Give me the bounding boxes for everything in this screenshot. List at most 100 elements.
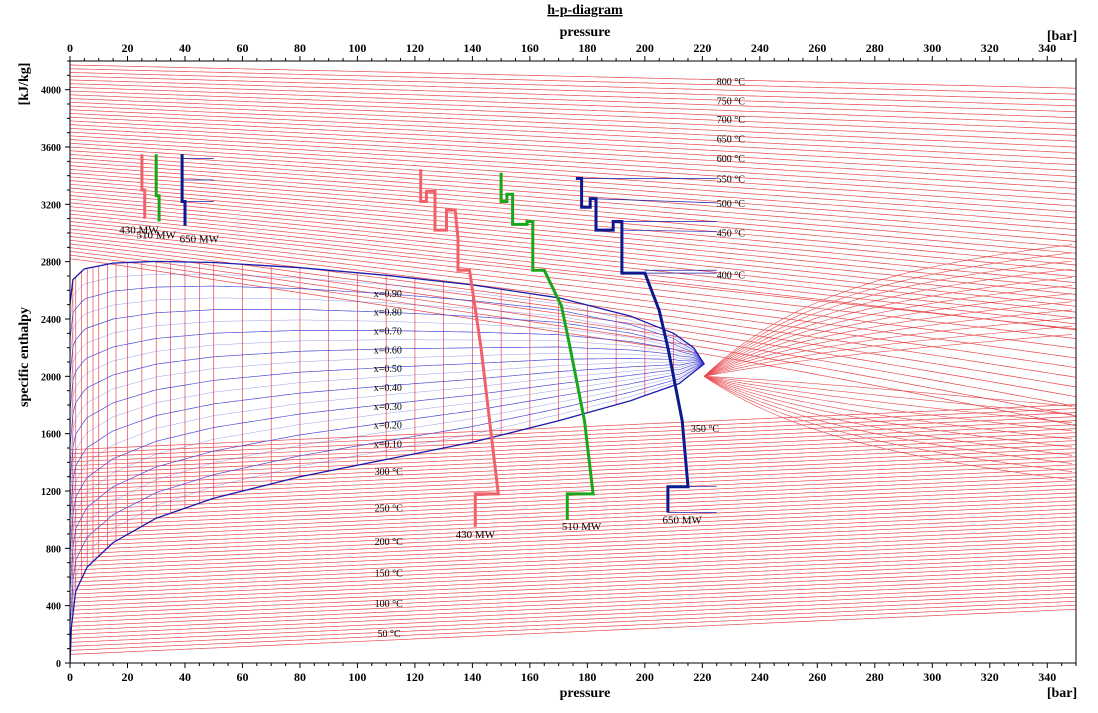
y-tick-label: 0 xyxy=(56,659,61,670)
isotherm-line xyxy=(70,460,1076,507)
series-label: 430 MW xyxy=(456,529,496,541)
isotherm-label: 200 °C xyxy=(375,537,403,548)
quality-line-minor xyxy=(70,297,703,362)
isotherm-line xyxy=(70,105,1076,154)
isotherm-line xyxy=(70,556,1076,603)
supercritical-line xyxy=(703,268,1073,377)
x-axis-unit-top: [bar] xyxy=(1047,29,1077,44)
isotherm-line xyxy=(70,540,1076,587)
x-tick-label: 320 xyxy=(981,670,999,684)
isotherm-line xyxy=(70,464,1076,511)
x-tick-label-top: 200 xyxy=(636,41,654,55)
quality-line-minor xyxy=(70,319,703,395)
quality-line-minor xyxy=(70,363,703,538)
isotherm-line xyxy=(70,468,1076,515)
series-line-0 xyxy=(419,169,500,527)
isotherm-line xyxy=(70,120,1076,177)
isotherm-line xyxy=(70,492,1076,539)
isotherm-line xyxy=(70,428,1076,475)
isotherm-line xyxy=(70,210,1076,319)
isotherm-line xyxy=(70,596,1076,643)
isotherm-line xyxy=(70,448,1076,495)
isotherm-line xyxy=(70,176,1076,266)
isotherm-line xyxy=(70,452,1076,499)
isotherm-line xyxy=(70,64,1076,89)
quality-label: x=0.90 xyxy=(374,289,402,300)
isotherm-label: 150 °C xyxy=(375,568,403,579)
isotherm-line xyxy=(70,536,1076,583)
isotherm-line xyxy=(70,228,1076,349)
x-tick-label-top: 80 xyxy=(294,41,306,55)
isotherm-line xyxy=(70,524,1076,571)
quality-line xyxy=(70,363,705,628)
plot-area xyxy=(70,64,1076,663)
supercritical-line xyxy=(703,301,1073,377)
isotherm-line xyxy=(70,131,1076,195)
isotherm-line xyxy=(70,520,1076,567)
isotherm-line xyxy=(70,154,1076,231)
isotherm-line xyxy=(70,224,1076,339)
isotherm-line xyxy=(70,412,1076,459)
quality-lines xyxy=(70,274,705,646)
isotherm-line xyxy=(70,150,1076,225)
quality-label: x=0.20 xyxy=(374,421,402,432)
x-tick-label: 300 xyxy=(923,670,941,684)
isotherm-label: 50 °C xyxy=(378,629,401,640)
x-tick-label: 260 xyxy=(808,670,826,684)
x-tick-label: 280 xyxy=(866,670,884,684)
isotherm-line xyxy=(70,239,1076,378)
isotherm-line xyxy=(70,576,1076,623)
isotherm-line xyxy=(70,580,1076,627)
x-tick-label: 0 xyxy=(67,670,73,684)
x-tick-label: 180 xyxy=(578,670,596,684)
isotherm-line xyxy=(70,476,1076,523)
quality-line xyxy=(70,358,705,484)
x-tick-label-top: 160 xyxy=(521,41,539,55)
isotherm-line xyxy=(70,600,1076,647)
x-tick-label-top: 40 xyxy=(179,41,191,55)
x-tick-label: 80 xyxy=(294,670,306,684)
isotherm-line xyxy=(70,420,1076,467)
isotherm-lines xyxy=(70,64,1076,655)
series-label: 430 MW xyxy=(119,224,159,236)
isotherm-line xyxy=(70,180,1076,272)
isotherm-line xyxy=(70,504,1076,551)
x-tick-label-top: 140 xyxy=(463,41,481,55)
x-tick-label: 140 xyxy=(463,670,481,684)
isotherm-line xyxy=(70,500,1076,547)
quality-line xyxy=(70,363,705,592)
y-tick-label: 1600 xyxy=(41,430,61,441)
supercritical-line xyxy=(703,260,1073,377)
isotherm-line xyxy=(70,484,1076,531)
isotherm-line xyxy=(70,508,1076,555)
isotherm-line xyxy=(70,195,1076,295)
x-tick-label-top: 240 xyxy=(751,41,769,55)
series-label: 510 MW xyxy=(562,521,602,533)
isotherm-line xyxy=(70,87,1076,124)
quality-label: x=0.50 xyxy=(374,364,402,375)
isotherm-line xyxy=(70,221,1076,330)
isotherm-label: 600 °C xyxy=(717,154,745,165)
x-tick-label: 160 xyxy=(521,670,539,684)
quality-label: x=0.10 xyxy=(374,440,402,451)
guide-line xyxy=(590,198,717,204)
x-tick-label-top: 340 xyxy=(1038,41,1056,55)
supercritical-line xyxy=(704,317,1073,377)
x-tick-label-top: 300 xyxy=(923,41,941,55)
quality-line xyxy=(70,361,705,520)
x-tick-label: 100 xyxy=(348,670,366,684)
isotherm-line xyxy=(70,592,1076,639)
quality-line-minor xyxy=(70,274,703,362)
isotherm-line xyxy=(70,516,1076,563)
y-axis-title: specific enthalpy xyxy=(17,307,32,407)
isotherm-line xyxy=(70,254,1076,417)
quality-line xyxy=(70,346,705,449)
isotherm-line xyxy=(70,142,1076,213)
chart-title: h-p-diagram xyxy=(547,3,623,18)
y-tick-label: 400 xyxy=(46,602,61,613)
supercritical-line xyxy=(703,376,1073,464)
supercritical-line xyxy=(703,293,1073,377)
isotherm-line xyxy=(70,604,1076,651)
isotherm-line xyxy=(70,187,1076,284)
quality-line xyxy=(70,285,705,365)
